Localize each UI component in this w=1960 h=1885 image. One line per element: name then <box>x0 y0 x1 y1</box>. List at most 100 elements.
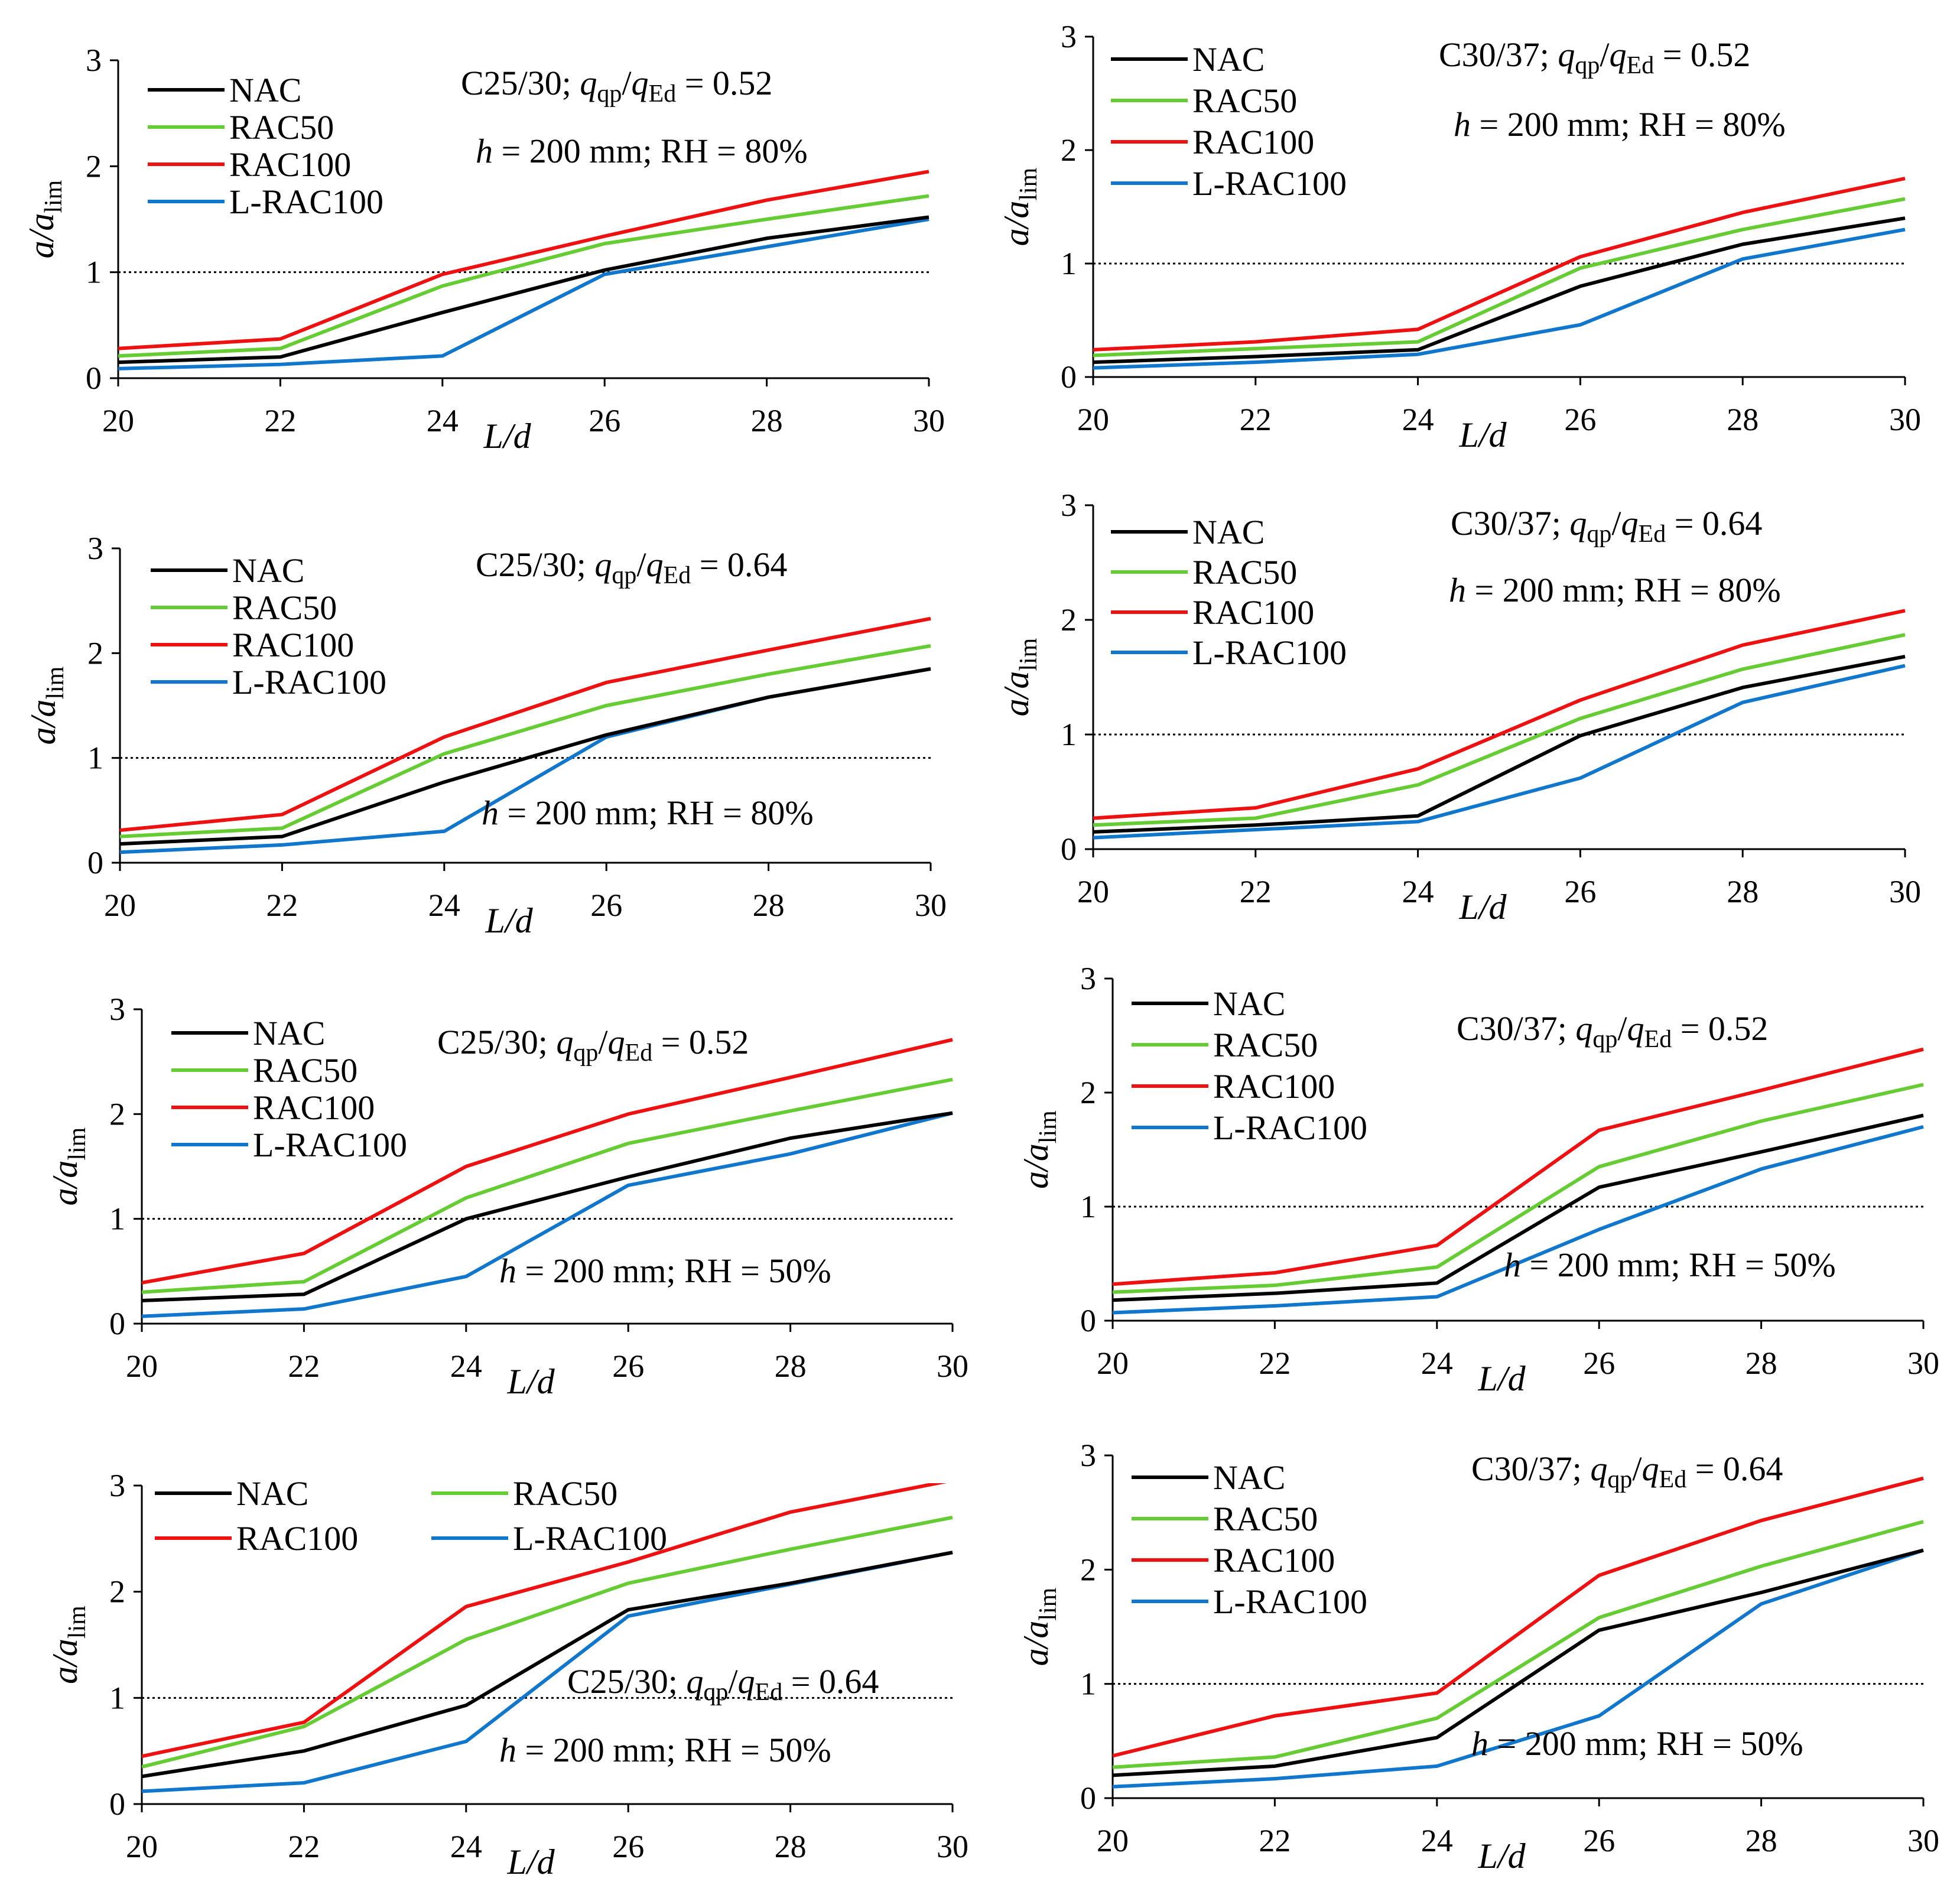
x-tick-label: 30 <box>1907 1346 1939 1381</box>
x-tick-label: 22 <box>1240 874 1272 909</box>
legend-label-rac100: RAC100 <box>253 1088 375 1127</box>
y-tick-label: 0 <box>109 1306 125 1341</box>
annotation-sub-ed: Ed <box>1639 521 1666 548</box>
annotation-slash: / <box>1632 1450 1642 1488</box>
legend-label-rac50: RAC50 <box>253 1051 357 1090</box>
y-axis-label: a/alim <box>45 1606 91 1684</box>
y-axis-label-sub: lim <box>64 1127 91 1160</box>
annotation-q: q <box>646 545 664 584</box>
annotation-slash: / <box>636 545 646 584</box>
legend-label-l-rac100: L-RAC100 <box>229 183 383 221</box>
annotation-concrete-ratio: C30/37; qqp/qEd = 0.52 <box>1457 1009 1768 1053</box>
series-line-rac50 <box>142 1515 953 1769</box>
annotation-q: q <box>580 64 597 102</box>
annotation-q: q <box>1569 504 1587 542</box>
x-tick-label: 20 <box>102 403 134 438</box>
legend-label-l-rac100: L-RAC100 <box>1192 633 1347 672</box>
series-line-nac <box>142 1111 953 1302</box>
annotation-prefix: C25/30; <box>461 64 580 102</box>
x-tick-label: 28 <box>1746 1346 1777 1381</box>
annotation-sub-qp: qp <box>1575 52 1600 79</box>
x-tick-label: 26 <box>612 1348 644 1384</box>
chart-panel-row2-right: 0 1 2 3 20 22 24 26 28 30 L/d a/alim NACRAC50RAC100L… <box>997 488 1921 927</box>
x-tick-label: 26 <box>590 888 622 923</box>
x-tick-label: 24 <box>1402 874 1434 909</box>
annotation-prefix: C30/37; <box>1451 504 1569 542</box>
legend-label-rac100: RAC100 <box>1192 123 1314 161</box>
annotation-q: q <box>1558 35 1575 74</box>
legend-label-l-rac100: L-RAC100 <box>253 1126 407 1164</box>
x-tick-label: 24 <box>1421 1823 1453 1858</box>
y-axis-label-main: a/a <box>22 213 61 259</box>
annotation-q: q <box>1590 1450 1607 1488</box>
chart-panel-top-left: 0 1 2 3 20 22 24 26 28 30 L/d a/alim NACRAC50RAC100L… <box>22 43 945 456</box>
series-line-l-rac100 <box>1093 228 1906 370</box>
annotation-geometry: h = 200 mm; RH = 50% <box>1471 1724 1803 1763</box>
annotation-sub-qp: qp <box>1592 1026 1617 1053</box>
annotation-geometry: h = 200 mm; RH = 50% <box>499 1252 831 1290</box>
y-tick-label: 3 <box>86 43 102 78</box>
series-line-l-rac100 <box>1113 1124 1924 1315</box>
x-tick-label: 30 <box>913 403 945 438</box>
y-axis-label-sub: lim <box>64 1606 91 1639</box>
series-group <box>1093 609 1906 840</box>
legend-label-l-rac100: L-RAC100 <box>1192 164 1347 203</box>
y-tick-label: 1 <box>87 740 103 776</box>
x-tick-label: 20 <box>1097 1346 1129 1381</box>
annotation-rest: = 200 mm; RH = 80% <box>1466 571 1781 609</box>
x-tick-label: 30 <box>1907 1823 1939 1858</box>
series-line-l-rac100 <box>118 217 929 370</box>
annotation-rest: = 200 mm; RH = 50% <box>516 1731 831 1769</box>
x-tick-label: 20 <box>1077 874 1109 909</box>
series-line-rac50 <box>1093 197 1906 358</box>
x-tick-label: 20 <box>1077 402 1109 437</box>
x-tick-label: 20 <box>126 1348 158 1384</box>
series-line-l-rac100 <box>1113 1548 1924 1789</box>
x-tick-label: 22 <box>1259 1823 1291 1858</box>
y-tick-label: 2 <box>109 1096 125 1132</box>
series-line-rac100 <box>118 170 929 350</box>
annotation-prefix: C30/37; <box>1439 35 1558 74</box>
x-tick-label: 22 <box>266 888 298 923</box>
legend-label-rac50: RAC50 <box>1192 82 1297 120</box>
y-axis-label-main: a/a <box>997 201 1036 246</box>
annotation-concrete-ratio: C30/37; qqp/qEd = 0.64 <box>1451 504 1762 548</box>
annotation-geometry: h = 200 mm; RH = 80% <box>1454 105 1786 144</box>
annotation-q: q <box>594 545 612 584</box>
series-line-rac50 <box>1093 633 1906 827</box>
y-axis-label-sub: lim <box>1015 638 1042 671</box>
y-axis-label: a/alim <box>997 638 1042 716</box>
y-axis-label-sub: lim <box>1035 1587 1062 1620</box>
annotation-concrete-ratio: C25/30; qqp/qEd = 0.64 <box>476 545 787 589</box>
annotation-q: q <box>608 1023 625 1061</box>
series-line-nac <box>1113 1548 1924 1777</box>
annotation-prefix: C30/37; <box>1471 1450 1590 1488</box>
x-tick-label: 28 <box>751 403 783 438</box>
series-group <box>142 1483 953 1793</box>
annotation-sub-qp: qp <box>703 1679 728 1706</box>
annotation-prefix: C25/30; <box>567 1662 686 1701</box>
x-tick-label: 26 <box>612 1829 644 1864</box>
y-tick-label: 0 <box>87 845 103 880</box>
chart-panel-bottom-left: 0 1 2 3 20 22 24 26 28 30 L/d a/alim NAC RAC50 RAC100 L… <box>45 1468 968 1881</box>
chart-panel-row3-right: 0 1 2 3 20 22 24 26 28 30 L/d a/alim NACRAC50RAC100L… <box>1016 961 1939 1398</box>
x-tick-label: 30 <box>915 888 947 923</box>
annotation-rest: = 200 mm; RH = 80% <box>499 794 814 832</box>
y-axis-label: a/alim <box>1016 1587 1062 1666</box>
y-axis-label-main: a/a <box>997 671 1036 717</box>
y-axis-label-main: a/a <box>1016 1143 1055 1189</box>
y-tick-label: 1 <box>1061 246 1077 281</box>
y-tick-label: 1 <box>1061 717 1077 752</box>
legend-label-rac50: RAC50 <box>513 1474 617 1513</box>
series-line-nac <box>1093 216 1906 365</box>
annotation-q: q <box>686 1662 703 1701</box>
legend-label-nac: NAC <box>1192 513 1265 551</box>
x-axis-label: L/d <box>507 1842 555 1881</box>
annotation-concrete-ratio: C25/30; qqp/qEd = 0.52 <box>461 64 772 108</box>
legend-label-nac: NAC <box>1213 984 1285 1023</box>
annotation-concrete-ratio: C25/30; qqp/qEd = 0.64 <box>567 1662 879 1706</box>
series-line-rac100 <box>1113 1047 1924 1286</box>
series-line-rac50 <box>120 644 931 838</box>
y-tick-label: 0 <box>1061 359 1077 395</box>
